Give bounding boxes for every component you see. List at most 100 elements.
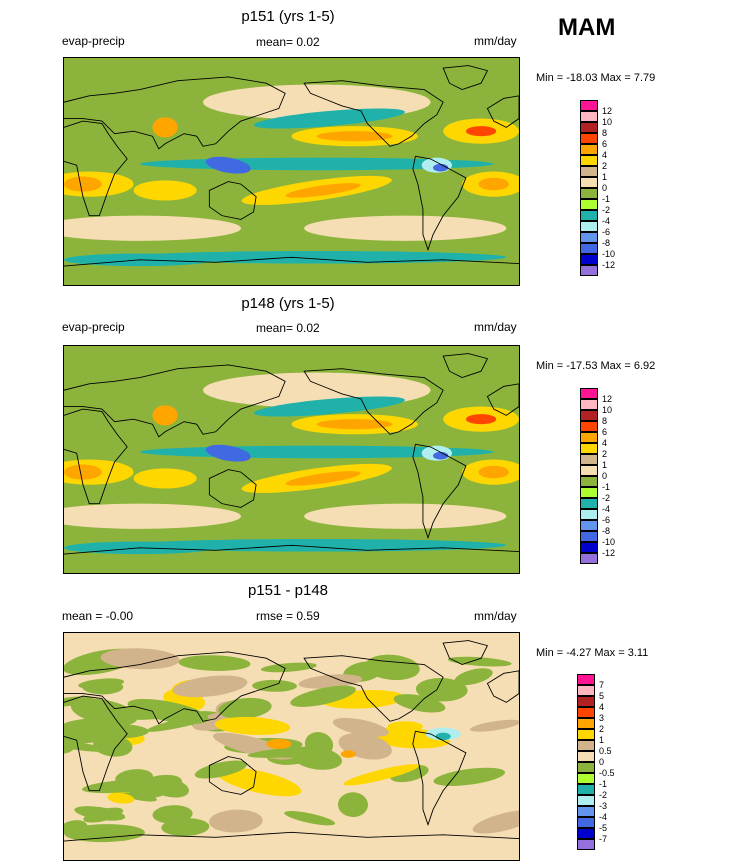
panel2-map bbox=[63, 345, 520, 574]
colorbar-swatch bbox=[580, 487, 598, 498]
colorbar-label: -1 bbox=[599, 779, 608, 789]
panel1-title: p151 (yrs 1-5) bbox=[241, 8, 335, 25]
colorbar-swatch bbox=[580, 144, 598, 155]
colorbar-label: -3 bbox=[599, 801, 608, 811]
colorbar-swatch bbox=[580, 421, 598, 432]
colorbar-swatch bbox=[577, 718, 595, 729]
colorbar-label: -10 bbox=[602, 537, 616, 547]
colorbar-label: -8 bbox=[602, 526, 611, 536]
panel2-title: p148 (yrs 1-5) bbox=[241, 295, 335, 312]
colorbar-label: 1 bbox=[602, 172, 608, 182]
colorbar-swatch bbox=[580, 520, 598, 531]
colorbar-label: -6 bbox=[602, 227, 611, 237]
colorbar-swatch bbox=[580, 100, 598, 111]
colorbar-label: 8 bbox=[602, 416, 608, 426]
colorbar-swatch bbox=[577, 817, 595, 828]
map-field bbox=[64, 58, 519, 285]
colorbar-label: -1 bbox=[602, 482, 611, 492]
colorbar-swatch bbox=[577, 751, 595, 762]
colorbar-label: 2 bbox=[599, 724, 605, 734]
season-label: MAM bbox=[558, 14, 616, 41]
colorbar-label: 10 bbox=[602, 117, 613, 127]
colorbar-swatch bbox=[577, 762, 595, 773]
colorbar-swatch bbox=[577, 828, 595, 839]
panel3-min-max: Min = -4.27 Max = 3.11 bbox=[536, 647, 649, 659]
colorbar-label: -0.5 bbox=[599, 768, 615, 778]
colorbar-label: -5 bbox=[599, 823, 608, 833]
colorbar-swatch bbox=[577, 685, 595, 696]
colorbar-label: 0 bbox=[602, 471, 608, 481]
colorbar-label: -12 bbox=[602, 260, 616, 270]
colorbar-swatch bbox=[577, 696, 595, 707]
colorbar-swatch bbox=[580, 155, 598, 166]
colorbar-swatch bbox=[580, 454, 598, 465]
colorbar-label: -1 bbox=[602, 194, 611, 204]
colorbar-label: 2 bbox=[602, 449, 608, 459]
colorbar-swatch bbox=[580, 476, 598, 487]
panel1-min-max: Min = -18.03 Max = 7.79 bbox=[536, 72, 656, 84]
colorbar-swatch bbox=[580, 210, 598, 221]
colorbar-label: 0 bbox=[599, 757, 605, 767]
panel3-units: mm/day bbox=[474, 609, 517, 623]
colorbar-swatch bbox=[580, 188, 598, 199]
colorbar-swatch bbox=[580, 509, 598, 520]
colorbar-label: 7 bbox=[599, 680, 605, 690]
colorbar-label: -8 bbox=[602, 238, 611, 248]
colorbar-label: 5 bbox=[599, 691, 605, 701]
colorbar-swatch bbox=[580, 465, 598, 476]
map-field bbox=[64, 346, 519, 573]
colorbar-swatch bbox=[580, 111, 598, 122]
colorbar-label: 0 bbox=[602, 183, 608, 193]
colorbar-swatch bbox=[580, 542, 598, 553]
colorbar-label: 1 bbox=[602, 460, 608, 470]
colorbar-swatch bbox=[580, 553, 598, 564]
colorbar-label: 6 bbox=[602, 427, 608, 437]
colorbar-swatch bbox=[580, 177, 598, 188]
colorbar-swatch bbox=[577, 740, 595, 751]
colorbar-swatch bbox=[580, 265, 598, 276]
panel1-mean-label: mean= 0.02 bbox=[256, 35, 320, 49]
map-field bbox=[64, 633, 519, 860]
panel3-colorbar: 7 5 4 3 2 1 0.5 0 -0.5 -1 -2 -3 -4 -5 -7 bbox=[577, 674, 615, 858]
colorbar-label: 1 bbox=[599, 735, 605, 745]
panel2-units: mm/day bbox=[474, 320, 517, 334]
panel1-variable-label: evap-precip bbox=[62, 34, 125, 48]
colorbar-label: 4 bbox=[599, 702, 605, 712]
colorbar-label: -10 bbox=[602, 249, 616, 259]
colorbar-label: -7 bbox=[599, 834, 608, 844]
colorbar-swatch bbox=[580, 399, 598, 410]
colorbar-swatch bbox=[580, 388, 598, 399]
colorbar-label: 3 bbox=[599, 713, 605, 723]
panel2-variable-label: evap-precip bbox=[62, 320, 125, 334]
colorbar-swatch bbox=[580, 243, 598, 254]
colorbar-swatch bbox=[580, 166, 598, 177]
colorbar-swatch bbox=[580, 443, 598, 454]
colorbar-swatch bbox=[577, 773, 595, 784]
colorbar-label: -4 bbox=[599, 812, 608, 822]
colorbar-label: -12 bbox=[602, 548, 616, 558]
colorbar-label: -2 bbox=[602, 493, 611, 503]
colorbar-label: 4 bbox=[602, 438, 608, 448]
colorbar-swatch bbox=[580, 221, 598, 232]
colorbar-swatch bbox=[577, 729, 595, 740]
panel2-min-max: Min = -17.53 Max = 6.92 bbox=[536, 360, 656, 372]
panel2-mean-label: mean= 0.02 bbox=[256, 321, 320, 335]
colorbar-swatch bbox=[577, 674, 595, 685]
colorbar-swatch bbox=[580, 432, 598, 443]
panel3-rmse-label: rmse = 0.59 bbox=[256, 609, 320, 623]
colorbar-label: 10 bbox=[602, 405, 613, 415]
colorbar-label: 2 bbox=[602, 161, 608, 171]
colorbar-swatch bbox=[580, 133, 598, 144]
colorbar-swatch bbox=[580, 498, 598, 509]
panel3-mean-label: mean = -0.00 bbox=[62, 609, 134, 623]
colorbar-label: -4 bbox=[602, 216, 611, 226]
colorbar-swatch bbox=[577, 707, 595, 718]
colorbar-label: -2 bbox=[602, 205, 611, 215]
colorbar-swatch bbox=[577, 784, 595, 795]
colorbar-label: -4 bbox=[602, 504, 611, 514]
panel3-map bbox=[63, 632, 520, 861]
colorbar-label: 8 bbox=[602, 128, 608, 138]
colorbar-label: 12 bbox=[602, 106, 613, 116]
panel1-units: mm/day bbox=[474, 34, 517, 48]
colorbar-swatch bbox=[577, 839, 595, 850]
